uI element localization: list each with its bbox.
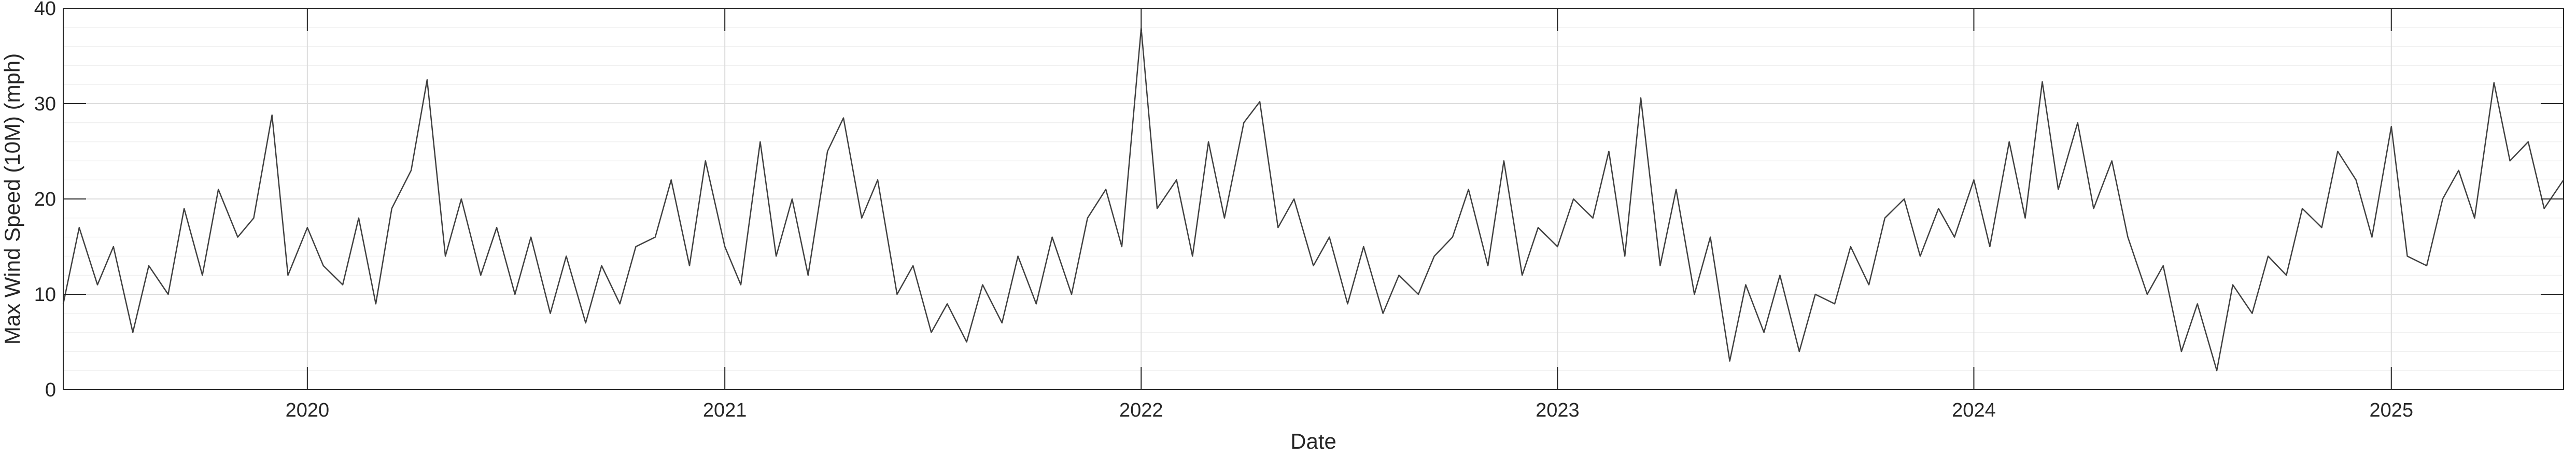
y-tick-label: 30: [34, 93, 56, 115]
x-tick-label: 2020: [286, 399, 330, 421]
y-axis-label: Max Wind Speed (10M) (mph): [0, 53, 24, 345]
y-tick-label: 40: [34, 0, 56, 20]
x-tick-label: 2022: [1119, 399, 1163, 421]
y-tick-label: 20: [34, 189, 56, 210]
series-layer: [62, 27, 2565, 372]
x-axis-label: Date: [1290, 429, 1336, 453]
y-tick-label: 0: [45, 379, 56, 401]
axis-ticks: [63, 8, 2564, 390]
y-tick-labels: 0 10 20 30 40: [34, 0, 56, 401]
x-tick-label: 2024: [1952, 399, 1996, 421]
x-tick-label: 2025: [2369, 399, 2413, 421]
x-tick-labels: 2020 2021 2022 2023 2024 2025: [286, 399, 2413, 421]
x-tick-label: 2021: [703, 399, 747, 421]
x-tick-label: 2023: [1536, 399, 1580, 421]
wind-speed-line: [62, 27, 2565, 372]
y-tick-label: 10: [34, 284, 56, 306]
minor-grid: [63, 27, 2564, 371]
